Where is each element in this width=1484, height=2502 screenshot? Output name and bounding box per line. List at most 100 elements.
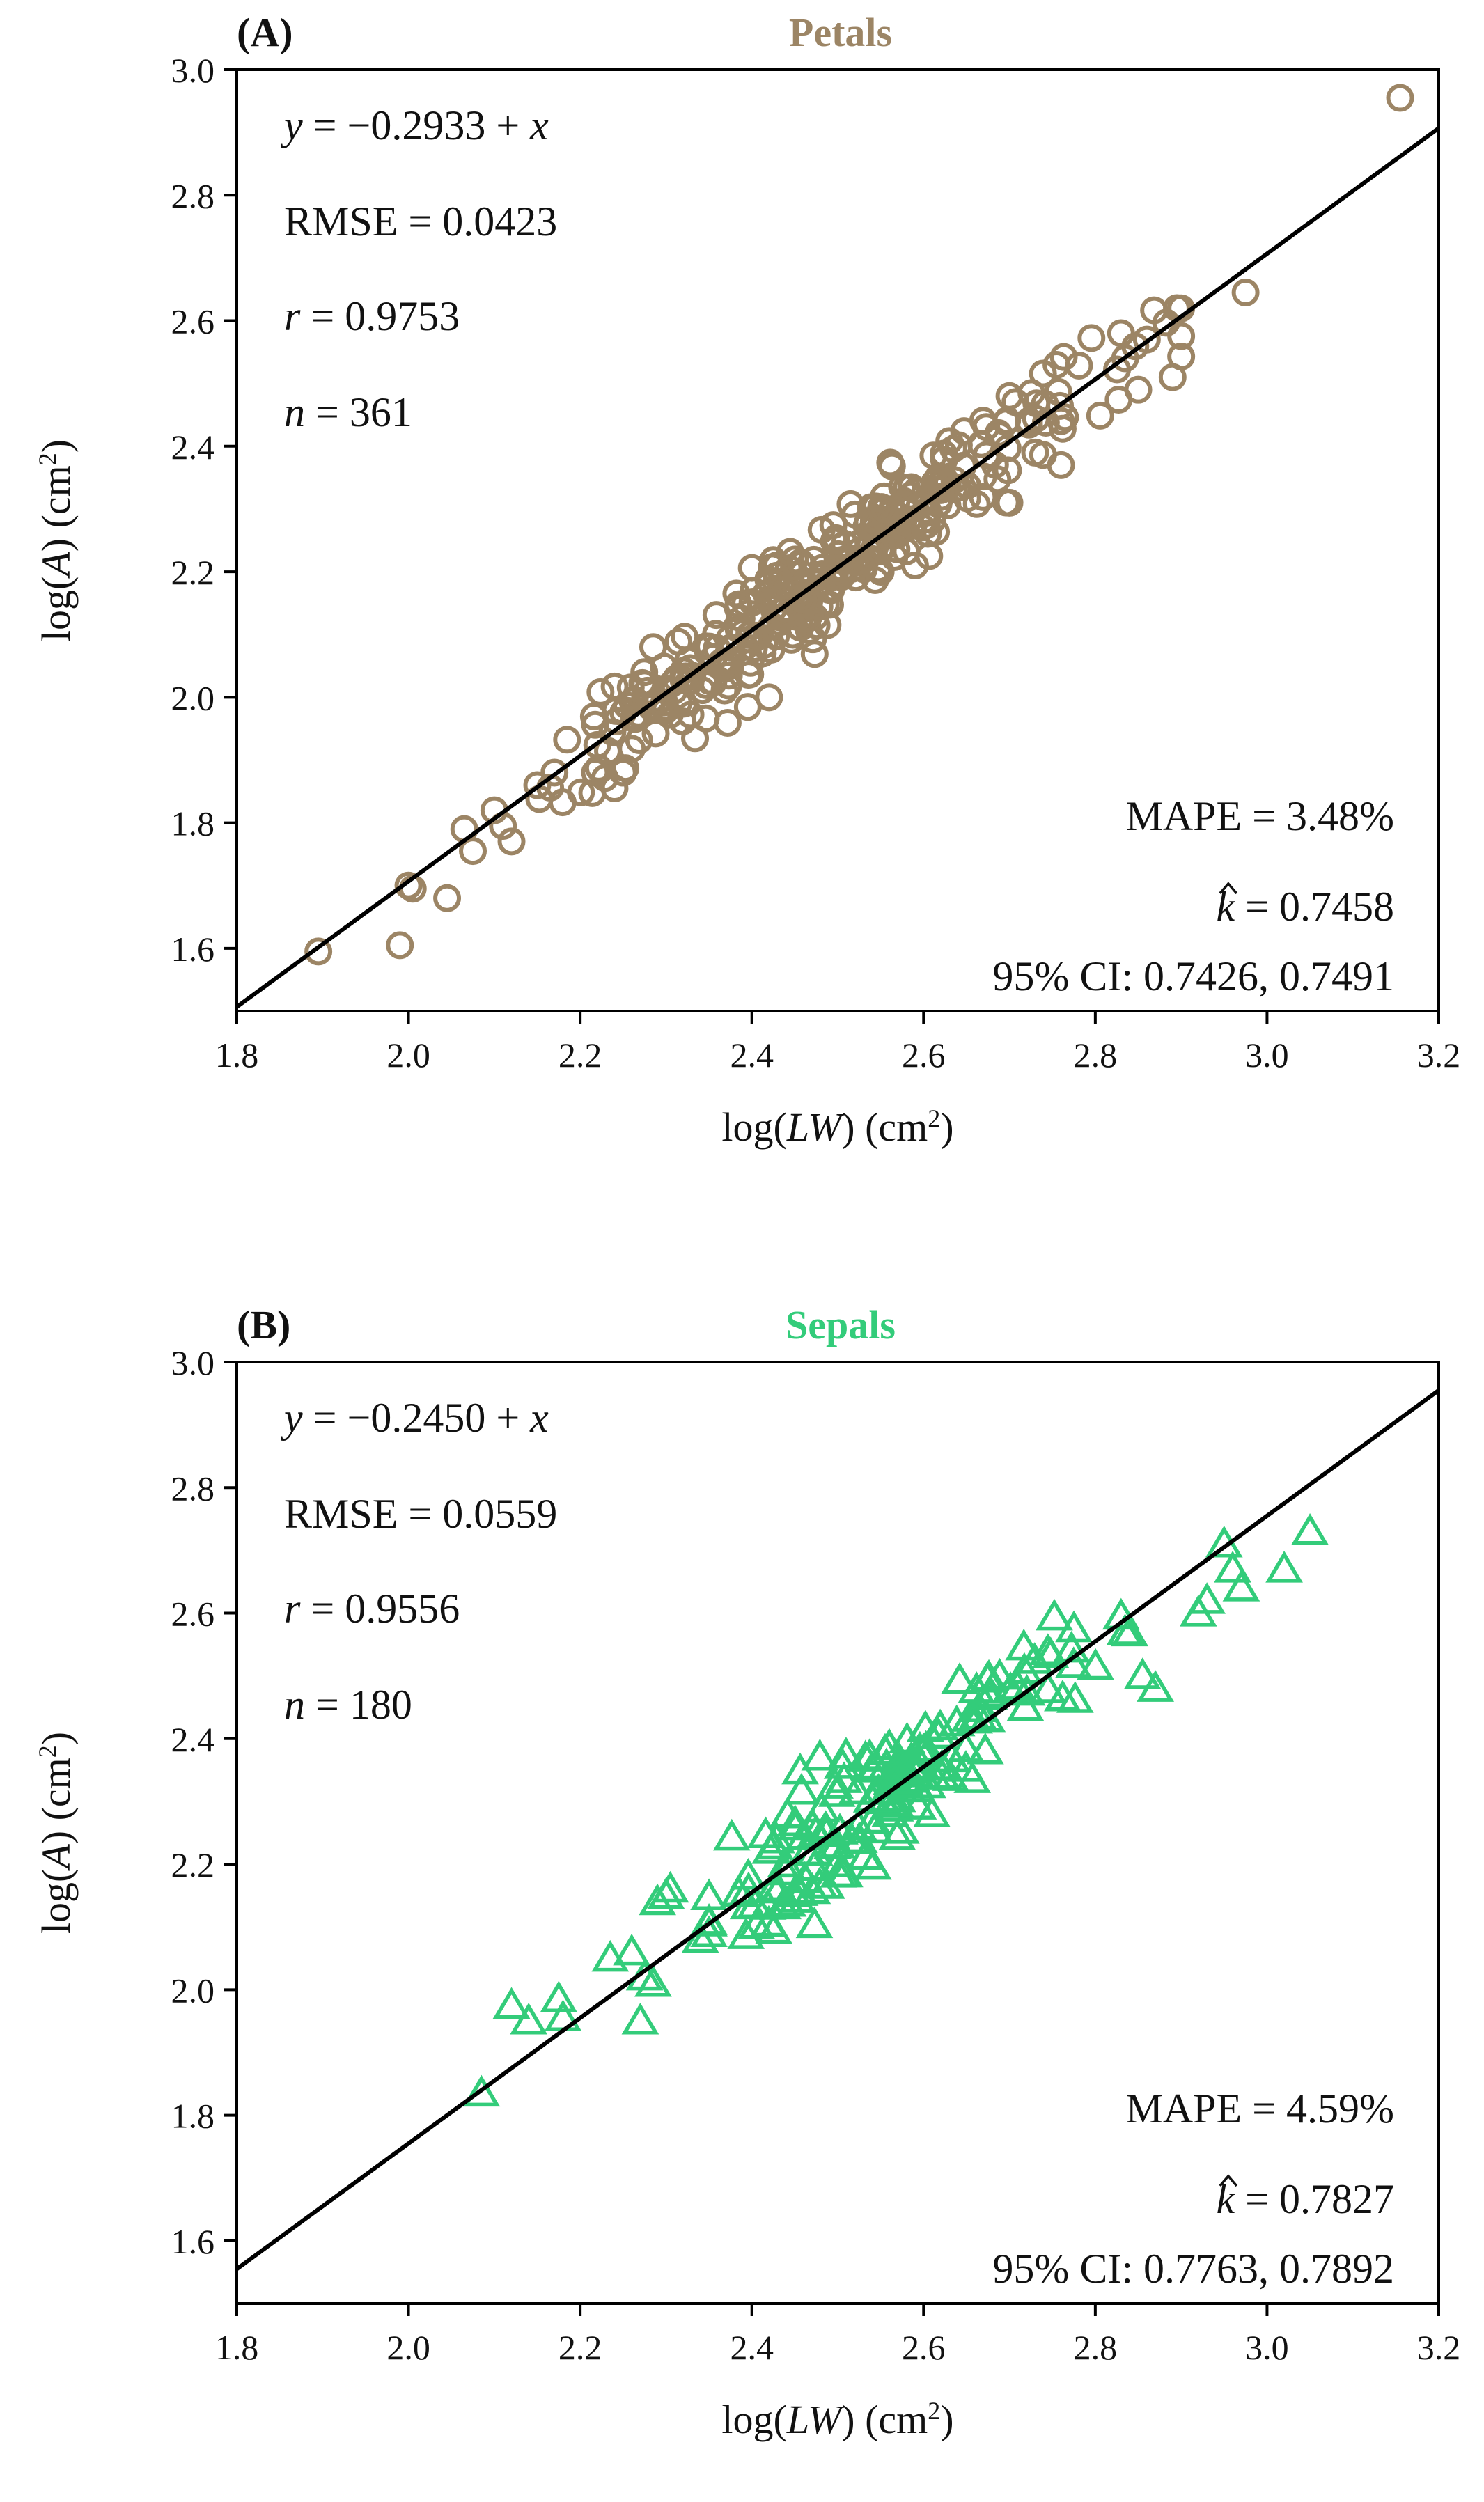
data-point <box>734 661 763 689</box>
data-point <box>1123 1657 1162 1689</box>
x-tick-label: 2.8 <box>1074 2328 1118 2367</box>
data-point <box>769 1796 806 1829</box>
data-point <box>827 1737 865 1769</box>
data-point <box>548 788 577 817</box>
data-point <box>579 702 608 730</box>
y-tick-label: 2.2 <box>171 1845 215 1884</box>
data-point <box>1006 1689 1045 1721</box>
data-point <box>737 1907 776 1939</box>
data-point <box>702 620 731 648</box>
data-point <box>702 601 731 630</box>
data-point <box>583 730 611 759</box>
data-point <box>1222 1570 1260 1602</box>
fit-line <box>237 126 1439 1009</box>
data-point <box>510 2002 548 2035</box>
data-point <box>675 667 703 696</box>
data-point <box>729 1887 767 1920</box>
y-tick-label: 2.2 <box>171 553 215 592</box>
data-point <box>1029 1671 1067 1703</box>
data-point <box>899 1788 937 1820</box>
data-point <box>966 1733 1004 1765</box>
data-point <box>613 1933 650 1966</box>
x-tick-label: 2.2 <box>559 1035 602 1074</box>
x-tick-label: 1.8 <box>215 2328 259 2367</box>
data-point <box>1265 1551 1303 1583</box>
data-point <box>1055 1610 1093 1643</box>
data-point <box>1036 1598 1073 1631</box>
x-tick-label: 2.4 <box>730 1035 774 1074</box>
y-tick-label: 2.6 <box>171 302 215 341</box>
data-point <box>930 439 958 468</box>
data-point <box>819 511 848 540</box>
data-point <box>958 1671 996 1703</box>
data-point <box>692 671 720 699</box>
panel-label: (B) <box>237 1302 290 1347</box>
stat-annotation: n = 361 <box>284 389 412 435</box>
data-point <box>1047 407 1075 435</box>
data-point <box>947 1750 985 1782</box>
data-point <box>1086 401 1114 430</box>
data-point <box>866 1733 904 1765</box>
ci-annotation: 95% CI: 0.7763, 0.7892 <box>992 2246 1394 2292</box>
data-point <box>1049 343 1078 371</box>
data-point <box>1188 1582 1226 1614</box>
x-tick-label: 3.2 <box>1417 1035 1461 1074</box>
data-point <box>762 623 790 651</box>
data-point <box>919 1717 958 1749</box>
data-point <box>1021 438 1049 467</box>
data-point <box>621 2002 659 2035</box>
data-point <box>838 1772 876 1805</box>
data-point <box>1214 1551 1251 1583</box>
data-point <box>713 708 742 737</box>
data-point <box>833 1822 871 1854</box>
data-point <box>915 1758 953 1790</box>
x-tick-label: 3.0 <box>1245 2328 1289 2367</box>
stat-annotation: r = 0.9753 <box>284 293 460 339</box>
data-point <box>692 704 720 733</box>
data-point <box>1031 1636 1070 1668</box>
y-tick-label: 2.0 <box>171 678 215 717</box>
data-point <box>394 871 423 900</box>
data-point <box>304 937 333 966</box>
y-tick-label: 2.4 <box>171 1720 215 1759</box>
x-tick-label: 2.8 <box>1074 1035 1118 1074</box>
data-point <box>866 558 895 586</box>
data-point <box>882 535 911 563</box>
x-tick-label: 2.4 <box>730 2328 774 2367</box>
data-point <box>795 1849 833 1881</box>
data-point <box>776 1804 814 1837</box>
y-tick-label: 1.6 <box>171 930 215 969</box>
plot-frame <box>235 1361 1440 2305</box>
data-point <box>712 1818 751 1851</box>
data-point <box>1047 451 1075 479</box>
data-point <box>821 1813 859 1845</box>
data-point <box>900 552 929 580</box>
chart-panel-petals: 1.8 2.0 2.2 2.4 2.6 2.8 3.0 3.2 1.6 1.8 2.0 2.2 2.4 2… <box>33 10 1460 1150</box>
x-axis-label: log(LW) (cm2) <box>721 2397 953 2442</box>
stat-annotation: RMSE = 0.0423 <box>284 198 557 244</box>
x-tick-label: 2.0 <box>386 2328 430 2367</box>
data-point <box>993 434 1022 462</box>
data-point <box>591 1939 630 1972</box>
data-point <box>1051 403 1079 432</box>
data-point <box>651 696 680 725</box>
data-point <box>497 827 526 856</box>
data-point <box>876 448 905 477</box>
stat-annotation: n = 180 <box>284 1682 412 1728</box>
data-point <box>1231 278 1260 306</box>
panel-title: Sepals <box>786 1302 896 1347</box>
data-point <box>586 678 615 706</box>
data-point <box>1132 325 1161 354</box>
data-point <box>913 1795 951 1827</box>
data-point <box>853 1751 891 1783</box>
data-point <box>1056 1681 1094 1713</box>
y-tick-label: 1.8 <box>171 2097 215 2136</box>
data-point <box>1106 1613 1144 1645</box>
panel-label: (A) <box>237 10 293 55</box>
data-point <box>995 488 1024 517</box>
data-point <box>1291 1512 1329 1545</box>
data-point <box>639 633 667 662</box>
data-point <box>1167 322 1196 350</box>
chart-panel-sepals: 1.8 2.0 2.2 2.4 2.6 2.8 3.0 3.2 1.6 1.8 2.0 2.2 2.4 2… <box>33 1302 1460 2442</box>
